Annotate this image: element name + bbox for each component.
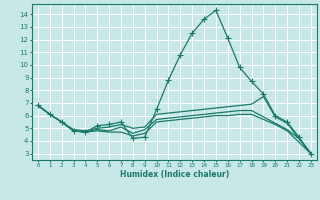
X-axis label: Humidex (Indice chaleur): Humidex (Indice chaleur) (120, 170, 229, 179)
